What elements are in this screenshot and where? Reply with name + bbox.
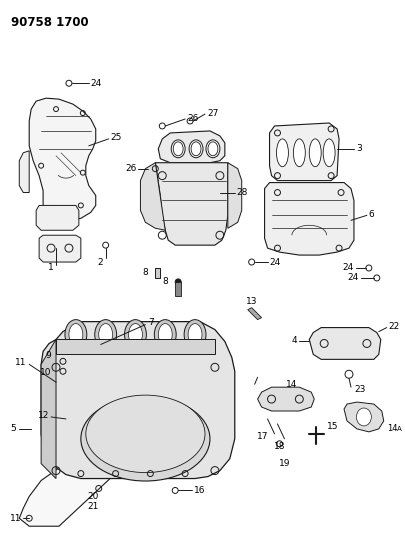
Text: 90758 1700: 90758 1700 (11, 16, 89, 29)
Text: 12: 12 (38, 411, 49, 421)
Polygon shape (36, 205, 79, 230)
Polygon shape (227, 163, 241, 228)
Ellipse shape (158, 324, 172, 345)
Polygon shape (19, 357, 221, 526)
Text: 3: 3 (355, 144, 361, 154)
Text: 24: 24 (342, 263, 353, 272)
Text: 7: 7 (148, 318, 154, 327)
Text: 24: 24 (347, 273, 358, 282)
Polygon shape (41, 340, 56, 479)
Ellipse shape (65, 320, 87, 350)
Text: 14: 14 (285, 379, 296, 389)
Ellipse shape (94, 320, 116, 350)
Polygon shape (39, 235, 81, 262)
Ellipse shape (356, 408, 371, 426)
Text: 9: 9 (45, 351, 51, 360)
Text: 1: 1 (48, 263, 54, 272)
Text: 26: 26 (187, 114, 198, 123)
Ellipse shape (173, 142, 183, 156)
Ellipse shape (184, 320, 205, 350)
Polygon shape (269, 123, 338, 181)
Polygon shape (155, 268, 160, 278)
Ellipse shape (189, 140, 202, 158)
Ellipse shape (191, 142, 200, 156)
Polygon shape (56, 340, 214, 354)
Ellipse shape (293, 139, 305, 167)
Text: A: A (396, 426, 401, 432)
Ellipse shape (69, 324, 83, 345)
Text: 20: 20 (87, 492, 98, 501)
Text: 26: 26 (125, 164, 136, 173)
Text: 18: 18 (273, 442, 285, 451)
Ellipse shape (322, 139, 334, 167)
Ellipse shape (276, 139, 288, 167)
Text: 8: 8 (162, 277, 168, 286)
Text: 19: 19 (278, 459, 290, 468)
Text: 28: 28 (236, 188, 247, 197)
Text: 14: 14 (386, 424, 396, 433)
Text: 15: 15 (326, 422, 338, 431)
Text: 22: 22 (388, 322, 399, 331)
Text: 11: 11 (10, 514, 21, 523)
Polygon shape (41, 321, 234, 479)
Polygon shape (247, 308, 261, 320)
Polygon shape (155, 163, 227, 245)
Text: 5: 5 (11, 424, 16, 433)
Ellipse shape (81, 397, 209, 481)
Text: 2: 2 (97, 257, 102, 266)
Polygon shape (140, 163, 165, 230)
Text: 21: 21 (87, 502, 98, 511)
Polygon shape (29, 98, 96, 220)
Ellipse shape (207, 142, 217, 156)
Polygon shape (175, 282, 181, 296)
Text: 24: 24 (269, 257, 280, 266)
Ellipse shape (309, 139, 320, 167)
Ellipse shape (128, 324, 142, 345)
Polygon shape (158, 131, 224, 163)
Text: 4: 4 (291, 336, 296, 345)
Circle shape (175, 279, 181, 285)
Text: 27: 27 (207, 109, 218, 118)
Polygon shape (264, 183, 353, 255)
Ellipse shape (205, 140, 220, 158)
Polygon shape (19, 151, 29, 192)
Ellipse shape (98, 324, 112, 345)
Ellipse shape (171, 140, 185, 158)
Polygon shape (257, 387, 313, 411)
Text: 11: 11 (15, 358, 26, 367)
Ellipse shape (188, 324, 202, 345)
Text: 8: 8 (142, 269, 148, 278)
Polygon shape (309, 328, 380, 359)
Text: 6: 6 (368, 210, 374, 219)
Polygon shape (343, 402, 383, 432)
Text: 10: 10 (39, 368, 51, 377)
Text: 17: 17 (256, 432, 268, 441)
Ellipse shape (154, 320, 176, 350)
Text: 25: 25 (111, 133, 122, 142)
Ellipse shape (85, 395, 205, 473)
Ellipse shape (124, 320, 146, 350)
Text: 13: 13 (245, 297, 257, 306)
Text: 16: 16 (194, 486, 205, 495)
Text: 24: 24 (91, 79, 102, 88)
Text: 23: 23 (353, 385, 365, 394)
